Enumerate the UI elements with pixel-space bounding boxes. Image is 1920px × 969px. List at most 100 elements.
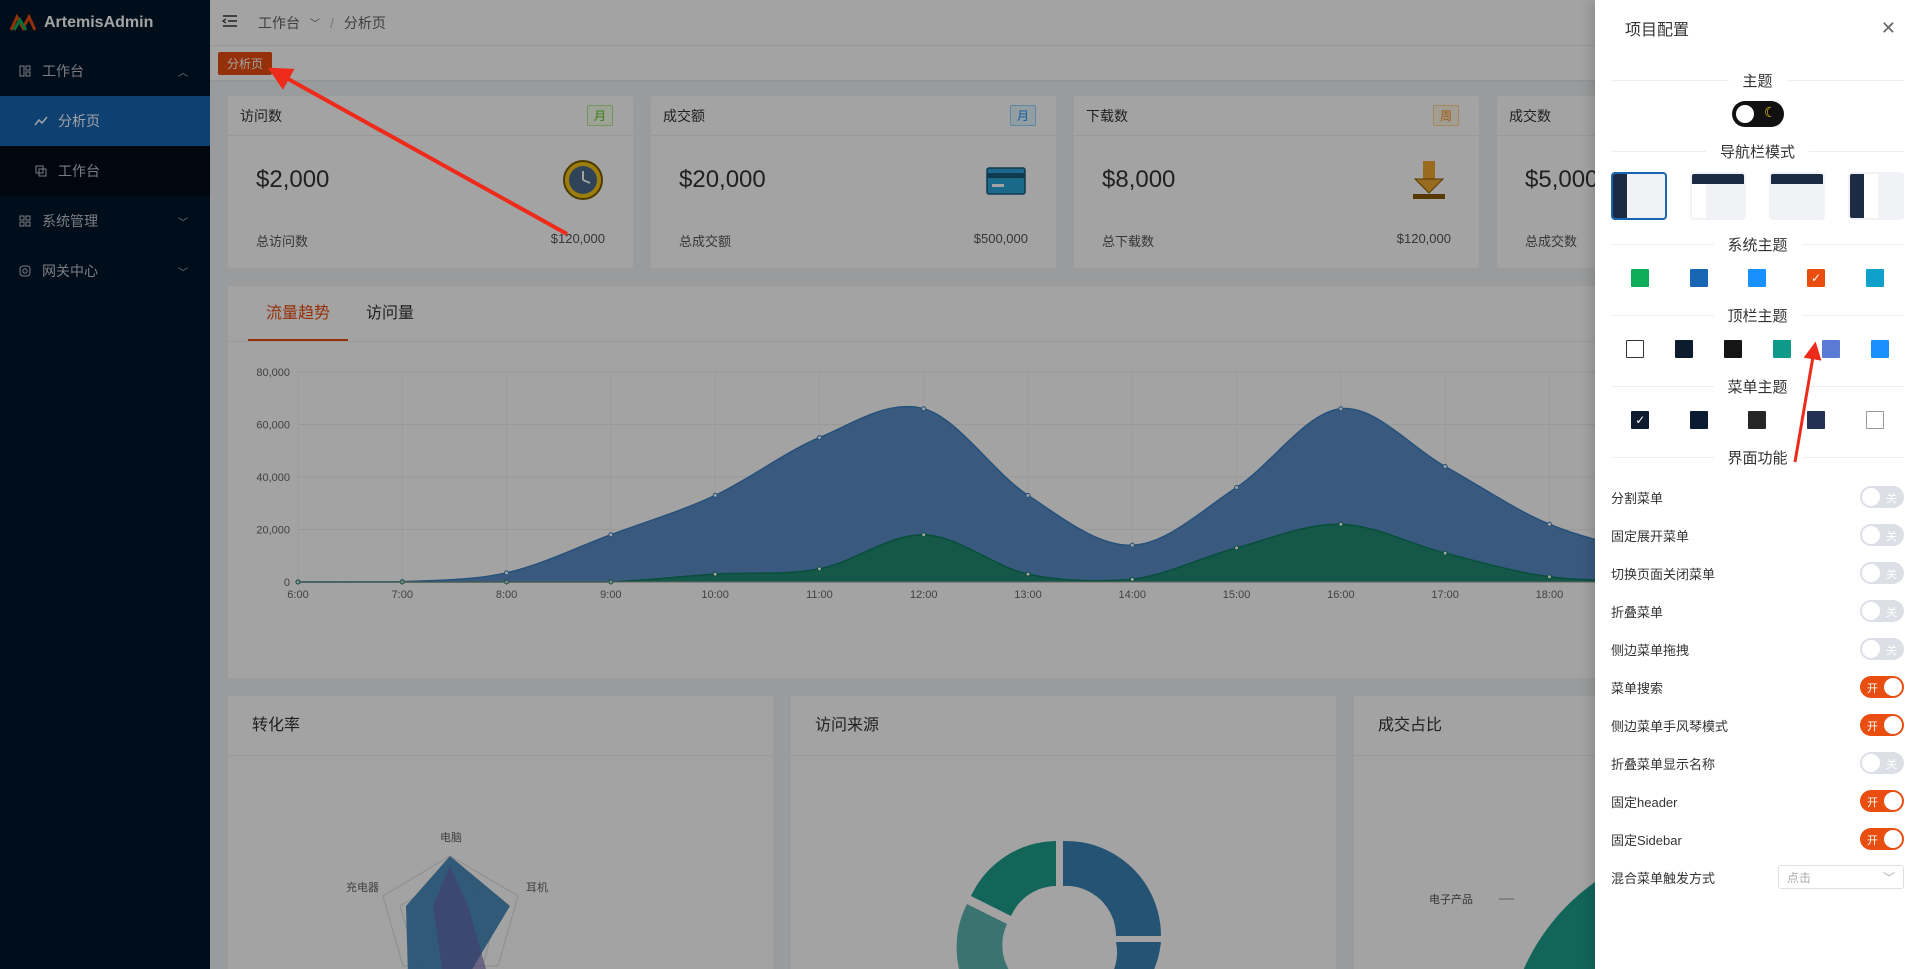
sidebar-item-workbench[interactable]: 工作台 <box>0 146 210 196</box>
feature-label: 分割菜单 <box>1611 490 1664 506</box>
sidebar-item-analysis[interactable]: 分析页 <box>0 96 210 146</box>
data-point <box>712 492 718 498</box>
feature-switch[interactable]: 开 <box>1860 828 1904 850</box>
x-tick-label: 17:00 <box>1431 589 1459 601</box>
color-swatch[interactable] <box>1675 340 1694 358</box>
radar-indicator-label: 电脑 <box>440 831 462 844</box>
color-swatch[interactable] <box>1748 269 1767 287</box>
color-swatch[interactable] <box>1631 269 1650 287</box>
tab-traffic-trend[interactable]: 流量趋势 <box>248 286 349 341</box>
color-swatch[interactable] <box>1821 340 1840 358</box>
y-tick-label: 40,000 <box>256 472 290 484</box>
feature-switch[interactable]: 关 <box>1860 486 1904 508</box>
color-swatch[interactable] <box>1689 411 1708 429</box>
sidebar-item-label: 分析页 <box>58 113 100 129</box>
data-point <box>1025 492 1031 498</box>
feature-switch[interactable]: 关 <box>1860 752 1904 774</box>
card-foot-label: 总成交额 <box>679 234 732 249</box>
close-icon[interactable]: ✕ <box>1880 17 1896 38</box>
card-foot-label: 总下载数 <box>1102 234 1155 249</box>
switch-knob <box>1862 640 1880 658</box>
nav-mode-sidebar[interactable] <box>1611 172 1667 220</box>
feature-switch[interactable]: 关 <box>1860 524 1904 546</box>
feature-switch[interactable]: 开 <box>1860 790 1904 812</box>
sidebar-submenu: 分析页 工作台 <box>0 96 210 196</box>
tab-analysis[interactable]: 分析页 <box>218 51 273 75</box>
menu-fold-icon[interactable] <box>221 14 238 31</box>
x-tick-label: 15:00 <box>1223 589 1251 601</box>
feature-label: 侧边菜单拖拽 <box>1611 642 1690 658</box>
sidebar-item-gateway[interactable]: 网关中心 ﹀ <box>0 246 210 296</box>
trigger-select[interactable]: 点击 ﹀ <box>1778 865 1904 889</box>
data-point <box>1442 550 1448 556</box>
donut-chart <box>956 840 1161 969</box>
color-swatch[interactable] <box>1772 340 1791 358</box>
data-point <box>1025 571 1031 577</box>
trend-chart: 0 20,000 40,000 60,000 80,000 6:00 7:00 8:00 9:0… <box>256 367 1771 601</box>
instagram-icon <box>18 264 32 278</box>
nav-mode-top[interactable] <box>1769 172 1825 220</box>
color-swatch[interactable] <box>1865 269 1884 287</box>
feature-row: 固定展开菜单 关 <box>1611 516 1904 554</box>
sidebar-item-label: 系统管理 <box>42 213 98 229</box>
color-swatch[interactable]: ✓ <box>1631 411 1650 429</box>
feature-label: 切换页面关闭菜单 <box>1611 566 1716 582</box>
feature-switch[interactable]: 关 <box>1860 562 1904 584</box>
sidebar-item-system[interactable]: 系统管理 ﹀ <box>0 196 210 246</box>
copy-icon <box>34 164 48 178</box>
data-point <box>712 571 718 577</box>
dark-mode-toggle[interactable]: ☾ <box>1731 101 1784 127</box>
sidebar-item-dashboard[interactable]: 工作台 ︿ <box>0 46 210 96</box>
donut-slice <box>1114 942 1161 969</box>
x-tick-label: 9:00 <box>600 589 621 601</box>
breadcrumb-item-workbench[interactable]: 工作台 <box>258 14 300 31</box>
trend-icon <box>34 114 48 128</box>
chevron-up-icon: ︿ <box>178 67 188 79</box>
sidebar-item-label: 工作台 <box>58 163 100 179</box>
card-title: 下载数 <box>1086 107 1128 124</box>
download-icon <box>1413 161 1445 199</box>
credit-card-icon <box>986 167 1026 195</box>
feature-switch[interactable]: 关 <box>1860 600 1904 622</box>
chevron-down-icon: ﹀ <box>178 267 188 279</box>
feature-switch[interactable]: 关 <box>1860 638 1904 660</box>
switch-knob <box>1862 754 1880 772</box>
donut-slice <box>956 904 1009 969</box>
switch-text: 关 <box>1886 569 1897 581</box>
feature-switch[interactable]: 开 <box>1860 714 1904 736</box>
feature-label: 侧边菜单手风琴模式 <box>1611 718 1729 734</box>
nav-mode-mix[interactable] <box>1690 172 1746 220</box>
feature-switch[interactable]: 开 <box>1860 676 1904 698</box>
select-value: 点击 <box>1787 870 1812 885</box>
color-swatch[interactable] <box>1807 411 1826 429</box>
color-swatch[interactable] <box>1870 340 1889 358</box>
color-swatch[interactable]: ✓ <box>1806 268 1827 288</box>
app-name: ArtemisAdmin <box>44 14 154 31</box>
switch-knob <box>1884 792 1902 810</box>
feature-row-trigger: 混合菜单触发方式 点击 ﹀ <box>1611 858 1904 896</box>
dashboard-icon <box>18 64 32 78</box>
x-tick-label: 8:00 <box>496 589 517 601</box>
x-tick-label: 13:00 <box>1014 589 1042 601</box>
app-logo[interactable]: ArtemisAdmin <box>0 0 210 46</box>
color-swatch[interactable] <box>1865 411 1884 429</box>
card-value: $8,000 <box>1102 166 1176 193</box>
feature-label: 混合菜单触发方式 <box>1611 870 1716 886</box>
feature-label: 折叠菜单显示名称 <box>1611 756 1716 772</box>
color-swatch[interactable] <box>1748 411 1767 429</box>
donut-slice <box>1063 840 1161 936</box>
panel-title: 访问来源 <box>791 696 1336 756</box>
data-point <box>1338 406 1344 412</box>
tab-visits[interactable]: 访问量 <box>366 305 415 322</box>
conversion-panel: 转化率 电脑 耳机 充电器 <box>228 696 773 969</box>
nav-mode-mix-sidebar[interactable] <box>1848 172 1904 220</box>
pie-label: 电子产品 <box>1429 892 1473 906</box>
color-swatch[interactable] <box>1689 269 1708 287</box>
color-swatch[interactable] <box>1626 340 1645 358</box>
feature-row: 折叠菜单显示名称 关 <box>1611 744 1904 782</box>
chevron-down-icon: ﹀ <box>1882 870 1895 885</box>
switch-text: 关 <box>1886 493 1897 505</box>
system-theme-swatches: ✓ <box>1611 265 1904 291</box>
radar-indicator-label: 耳机 <box>526 880 548 894</box>
color-swatch[interactable] <box>1724 340 1743 358</box>
